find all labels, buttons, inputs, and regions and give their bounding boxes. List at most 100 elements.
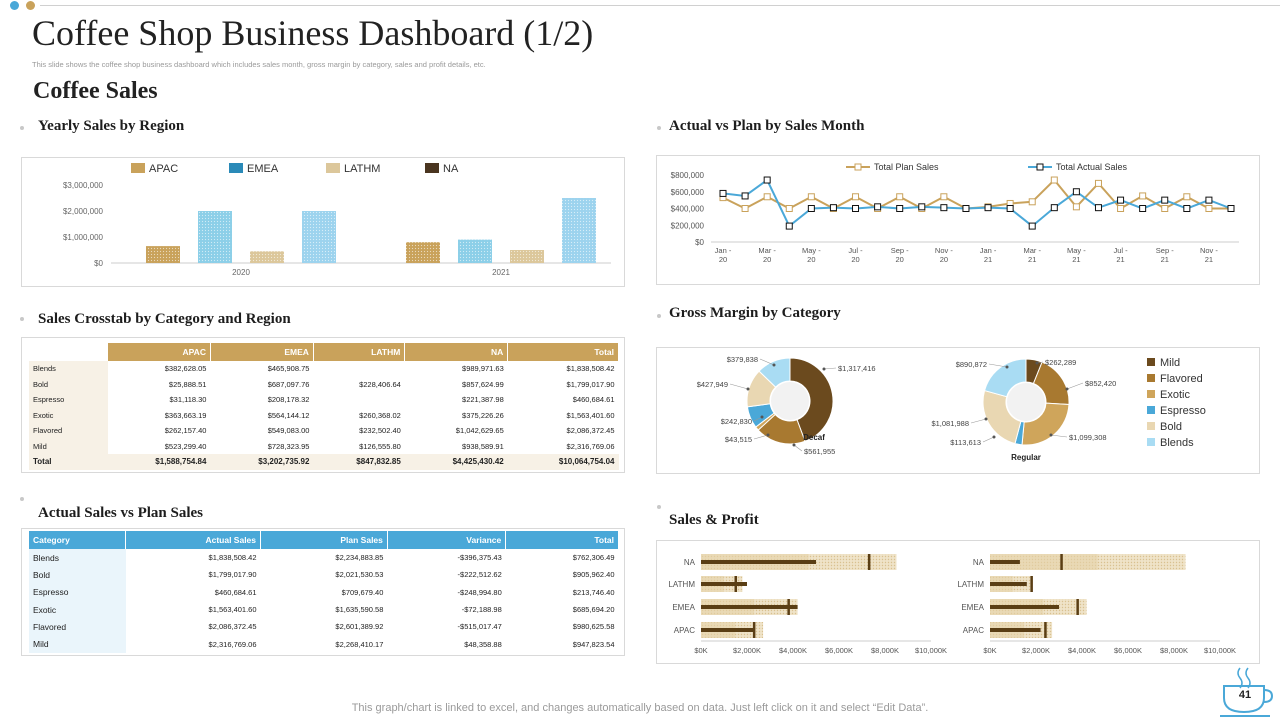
section-title: Coffee Sales — [33, 78, 158, 104]
y-tick-label: $0 — [94, 259, 103, 268]
plan-cell: -$396,375.43 — [457, 553, 502, 563]
series-point — [1072, 203, 1080, 211]
donut-slice-mild — [789, 357, 834, 442]
category-label: APAC — [963, 626, 984, 635]
legend-label: Espresso — [1160, 405, 1206, 417]
series-point — [1117, 196, 1125, 204]
sales-bar — [990, 605, 1059, 609]
crosstab-cell: $232,502.40 — [359, 426, 401, 436]
y-tick-label: $400,000 — [671, 205, 705, 214]
leader-line — [753, 434, 769, 440]
series-point — [1094, 204, 1102, 212]
plan-category: Flavored — [29, 618, 126, 636]
x-tick-label: Jan - — [715, 246, 732, 255]
crosstab-category: Bold — [29, 376, 108, 392]
series-point — [785, 205, 793, 212]
month-title: Actual vs Plan by Sales Month — [669, 118, 865, 134]
plan-cell: $1,563,401.60 — [208, 605, 257, 615]
leader-dot — [766, 433, 770, 437]
series-point — [1072, 188, 1080, 196]
plan-row: Espresso $460,684.61 $709,679.40 -$248,994.… — [29, 583, 619, 601]
crosstab-row: Blends $382,628.05 $465,908.75 $989,971.63 $… — [29, 361, 619, 377]
plan-cell: -$72,188.98 — [461, 605, 502, 615]
plan-row: Flavored $2,086,372.45 $2,601,389.92 -$515,… — [29, 618, 619, 636]
month-panel — [656, 155, 1260, 285]
category-label: LATHM — [957, 580, 984, 589]
gross-title: Gross Margin by Category — [669, 305, 841, 321]
series-point — [1028, 198, 1036, 206]
plan-cell: $213,746.40 — [572, 587, 615, 597]
y-tick-label: $200,000 — [671, 221, 705, 230]
panel-dot — [20, 126, 24, 130]
target-marker — [1060, 554, 1063, 570]
target-marker — [734, 576, 737, 592]
series-point — [829, 204, 837, 212]
header-dot-gold — [26, 1, 35, 10]
crosstab-cell: $564,144.12 — [267, 410, 310, 420]
leader-dot — [1005, 365, 1009, 369]
plan-cell: -$248,994.80 — [457, 587, 502, 597]
crosstab-cell: $687,097.76 — [267, 379, 310, 389]
crosstab-cell: $31,118.30 — [169, 395, 207, 405]
x-tick-label: 21 — [1161, 255, 1169, 264]
x-tick-label: $4,000K — [1068, 646, 1096, 655]
series-point — [1139, 205, 1147, 212]
crosstab-total-cell: $4,425,430.42 — [404, 454, 508, 470]
leader-line — [1050, 434, 1068, 438]
leader-dot — [822, 367, 826, 371]
legend-label: Total Plan Sales — [874, 162, 939, 172]
legend-marker — [854, 163, 862, 171]
header-dot-blue — [10, 1, 19, 10]
crosstab-cell: $25,888.51 — [168, 379, 207, 389]
legend-label: APAC — [149, 163, 178, 175]
y-tick-label: $1,000,000 — [63, 233, 104, 242]
plan-header: Actual Sales — [125, 531, 262, 549]
plan-title: Actual Sales vs Plan Sales — [38, 505, 204, 521]
legend-swatch — [1147, 422, 1155, 430]
crosstab-cell: $221,387.98 — [462, 395, 504, 405]
salesprofit-chart: NA LATHM EMEA APAC $0K $2,000K $4,000K $6,000K $… — [668, 554, 1236, 655]
series-point — [940, 193, 948, 201]
range-band-inner — [990, 554, 1098, 570]
x-tick-label: Mar - — [758, 246, 776, 255]
leader-line — [729, 383, 749, 390]
series-point — [1006, 205, 1014, 212]
donut-slice-blends — [983, 358, 1027, 398]
x-tick-label: $10,000K — [915, 646, 947, 655]
category-label: NA — [684, 558, 696, 567]
series-point — [807, 205, 815, 212]
crosstab-category: Mild — [29, 438, 108, 454]
sales-bar — [990, 582, 1027, 586]
crosstab-header: EMEA — [210, 343, 314, 361]
plan-cell: $1,635,590.58 — [335, 605, 384, 615]
crosstab-category: Blends — [29, 361, 108, 377]
donut-value-label: $852,420 — [1085, 379, 1116, 388]
series-point — [785, 222, 793, 230]
plan-cell: $2,234,883.85 — [335, 553, 384, 563]
crosstab-header: APAC — [107, 343, 211, 361]
series-point — [1205, 205, 1213, 212]
crosstab-row: Exotic $363,663.19 $564,144.12 $260,368.02 $… — [29, 407, 619, 423]
panel-dot — [657, 314, 661, 318]
y-tick-label: $0 — [695, 238, 704, 247]
plan-cell: $1,799,017.90 — [208, 570, 257, 580]
leader-line — [1066, 382, 1084, 390]
x-tick-label: Sep - — [891, 246, 909, 255]
category-label: EMEA — [672, 603, 695, 612]
donut-value-label: $262,289 — [1045, 358, 1076, 367]
legend-label: Total Actual Sales — [1056, 162, 1128, 172]
legend-swatch — [425, 163, 439, 173]
x-tick-label: 21 — [1072, 255, 1080, 264]
crosstab-cell: $260,368.02 — [359, 410, 401, 420]
bar-texture — [302, 211, 336, 263]
plan-cell: $2,316,769.06 — [208, 639, 257, 649]
legend-label: EMEA — [247, 163, 279, 175]
series-point — [896, 193, 904, 201]
crosstab-cell — [313, 392, 404, 408]
plan-header: Total — [505, 531, 619, 549]
series-point — [984, 204, 992, 212]
panel-dot — [20, 497, 24, 501]
crosstab-row: Flavored $262,157.40 $549,083.00 $232,502.4… — [29, 423, 619, 439]
x-tick-label: 2020 — [232, 268, 250, 277]
header-line — [40, 5, 1280, 6]
